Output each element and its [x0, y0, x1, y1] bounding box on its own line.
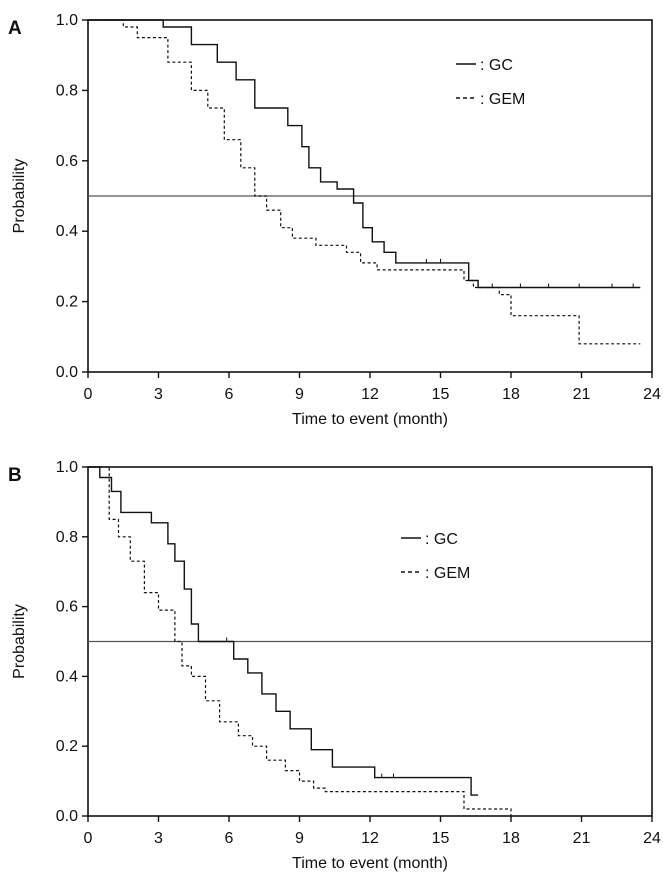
x-tick-label: 9 — [295, 386, 304, 403]
panel-a: A 0.0 0.2 0.4 0.6 0.8 1.0 0 3 6 9 12 15 18 21 24 Time to… — [8, 12, 661, 428]
series-gem-curve — [88, 19, 641, 345]
y-tick-label: 1.0 — [56, 459, 78, 476]
x-tick-label: 15 — [432, 830, 450, 847]
y-tick-label: 0.6 — [56, 153, 78, 170]
x-tick-label: 0 — [84, 830, 93, 847]
x-tick-label: 12 — [361, 386, 379, 403]
legend-gem-label: : GEM — [425, 565, 470, 582]
y-tick-label: 0.6 — [56, 599, 78, 616]
series-gem-curve — [88, 466, 512, 816]
y-axis-title: Probability — [11, 604, 28, 679]
x-tick-label: 3 — [154, 830, 163, 847]
x-tick-label: 18 — [502, 830, 520, 847]
x-tick-label: 24 — [643, 830, 661, 847]
legend-gem-label: : GEM — [480, 91, 525, 108]
x-tick-label: 6 — [225, 386, 234, 403]
y-tick-label: 0.0 — [56, 808, 78, 825]
y-tick-label: 0.8 — [56, 82, 78, 99]
y-tick-label: 0.4 — [56, 668, 78, 685]
series-gc-curve — [88, 19, 641, 289]
legend-gc-label: : GC — [480, 57, 513, 74]
y-axis-title: Probability — [11, 159, 28, 234]
x-tick-label: 21 — [573, 830, 591, 847]
x-tick-label: 3 — [154, 386, 163, 403]
x-tick-label: 9 — [295, 830, 304, 847]
x-tick-label: 24 — [643, 386, 661, 403]
y-tick-label: 1.0 — [56, 12, 78, 29]
x-axis-title: Time to event (month) — [292, 411, 448, 428]
x-tick-label: 6 — [225, 830, 234, 847]
y-tick-label: 0.8 — [56, 529, 78, 546]
x-tick-label: 12 — [361, 830, 379, 847]
x-tick-label: 21 — [573, 386, 591, 403]
panel-letter: B — [8, 465, 22, 486]
panel-b: B 0.0 0.2 0.4 0.6 0.8 1.0 0 3 6 9 12 15 18 21 24 Time to… — [8, 459, 661, 872]
x-tick-label: 18 — [502, 386, 520, 403]
legend-gc-label: : GC — [425, 531, 458, 548]
x-axis-title: Time to event (month) — [292, 855, 448, 872]
y-tick-label: 0.0 — [56, 364, 78, 381]
y-tick-label: 0.4 — [56, 223, 78, 240]
y-tick-label: 0.2 — [56, 294, 78, 311]
x-tick-label: 15 — [432, 386, 450, 403]
y-tick-label: 0.2 — [56, 738, 78, 755]
x-tick-label: 0 — [84, 386, 93, 403]
series-gc-curve — [88, 466, 479, 796]
panel-letter: A — [8, 18, 22, 39]
